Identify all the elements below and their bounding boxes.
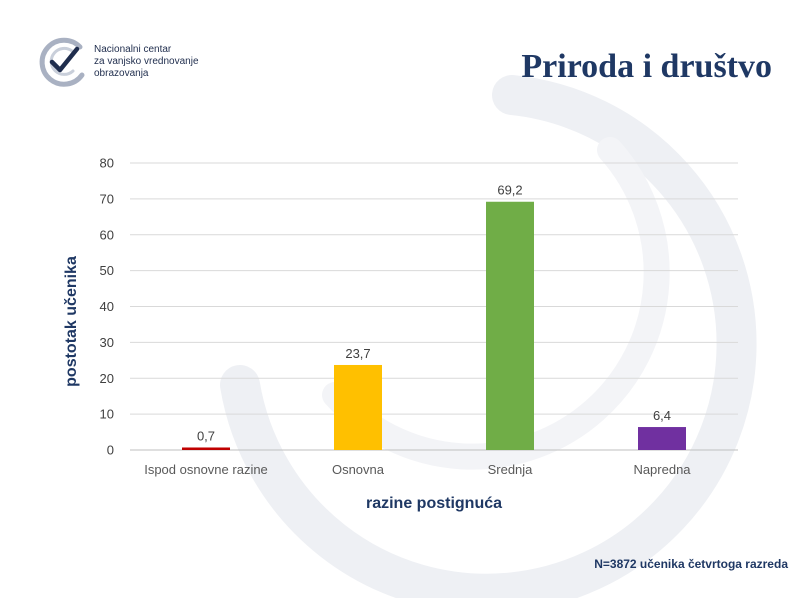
y-tick-label: 20 xyxy=(100,371,114,386)
organization-logo: Nacionalni centar za vanjsko vrednovanje… xyxy=(36,35,236,91)
x-tick-label: Ispod osnovne razine xyxy=(144,462,268,477)
sample-size-footnote: N=3872 učenika četvrtoga razreda xyxy=(594,557,788,571)
x-tick-label: Napredna xyxy=(633,462,691,477)
data-label: 23,7 xyxy=(345,346,370,361)
y-tick-label: 0 xyxy=(107,443,114,458)
y-tick-label: 30 xyxy=(100,335,114,350)
slide-title: Priroda i društvo xyxy=(521,48,772,85)
organization-name-line-1: Nacionalni centar xyxy=(94,44,172,55)
x-tick-label: Osnovna xyxy=(332,462,385,477)
y-tick-label: 10 xyxy=(100,407,114,422)
y-tick-label: 70 xyxy=(100,191,114,206)
x-axis-title: razine postignuća xyxy=(366,495,502,512)
bar xyxy=(486,201,534,450)
checkmark-logo-icon xyxy=(39,37,85,87)
organization-name-line-2: za vanjsko vrednovanje xyxy=(94,56,199,67)
data-label: 0,7 xyxy=(197,428,215,443)
data-label: 69,2 xyxy=(497,183,522,198)
bar xyxy=(182,447,230,450)
y-tick-label: 60 xyxy=(100,227,114,242)
bar xyxy=(334,364,382,450)
organization-name-line-3: obrazovanja xyxy=(94,68,149,79)
y-tick-label: 40 xyxy=(100,299,114,314)
y-tick-label: 80 xyxy=(100,156,114,171)
x-tick-label: Srednja xyxy=(488,462,534,477)
organization-name: Nacionalni centar za vanjsko vrednovanje… xyxy=(94,44,199,80)
data-label: 6,4 xyxy=(653,408,671,423)
bar xyxy=(638,427,686,450)
y-tick-label: 50 xyxy=(100,263,114,278)
y-axis-title: postotak učenika xyxy=(63,256,80,387)
